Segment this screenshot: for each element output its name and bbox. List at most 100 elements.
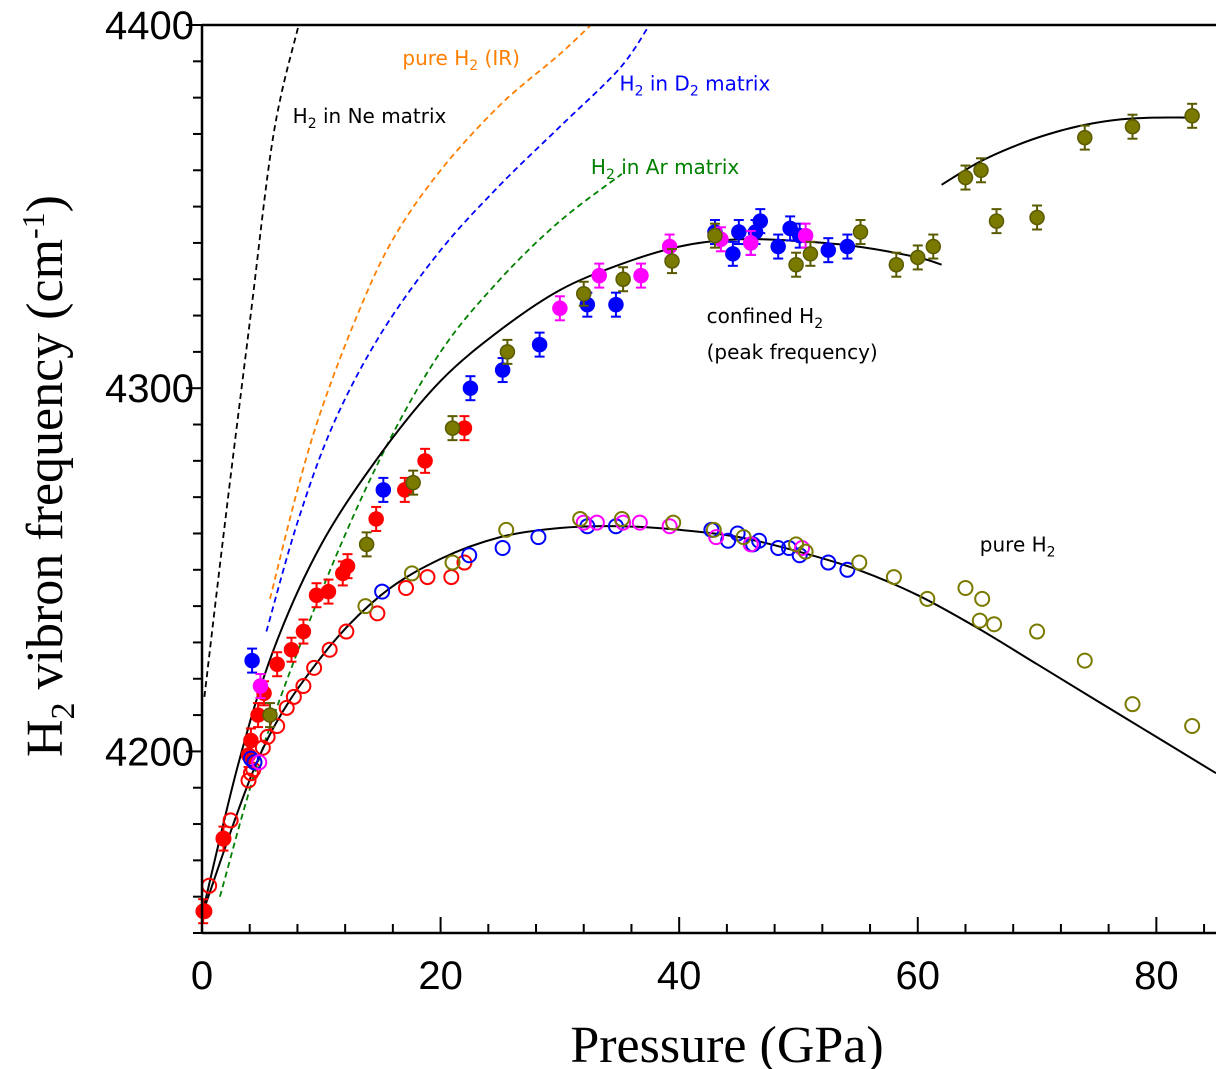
annotation-part: confined H: [707, 304, 815, 328]
annotation-part: 2: [469, 58, 478, 74]
series-olive-filled: [262, 102, 1200, 729]
data-point: [572, 510, 589, 527]
data-point: [403, 565, 420, 582]
reference-line: [269, 25, 592, 600]
data-point: [615, 271, 631, 287]
data-point: [494, 362, 511, 378]
data-point: [321, 641, 338, 658]
annotation-part: 2: [635, 83, 644, 99]
data-point: [957, 579, 974, 596]
data-point: [530, 529, 547, 546]
x-tick-label: 60: [896, 954, 941, 998]
data-point: [797, 543, 814, 560]
data-point: [973, 162, 989, 179]
data-point: [306, 659, 323, 676]
data-point: [661, 518, 678, 535]
data-point: [285, 688, 302, 705]
data-point: [246, 754, 263, 771]
data-point: [919, 590, 936, 607]
data-point: [462, 380, 479, 396]
series-blue-filled: [244, 208, 856, 674]
annotation-part: 2: [1047, 545, 1056, 561]
y-tick-label: 4400: [105, 4, 194, 48]
data-point: [770, 238, 786, 255]
annotation-part: 2: [308, 116, 317, 132]
data-point: [369, 605, 386, 622]
data-point: [888, 256, 905, 273]
data-point: [444, 420, 461, 436]
data-point: [851, 554, 868, 571]
data-point: [358, 536, 375, 553]
data-point: [839, 238, 856, 255]
data-point: [631, 514, 648, 531]
annotation-part: in D: [643, 71, 689, 95]
annotation-part: H: [620, 71, 635, 95]
reference-line: [219, 173, 623, 897]
data-point: [751, 532, 768, 549]
data-point: [788, 256, 804, 273]
data-point: [262, 707, 278, 723]
y-axis-title-base: H: [17, 719, 74, 757]
data-point: [664, 253, 680, 269]
data-point: [802, 246, 819, 262]
annotation-ne: H2 in Ne matrix: [293, 104, 447, 132]
data-point: [735, 529, 752, 546]
data-point: [910, 249, 926, 266]
annotation-part: pure H: [980, 533, 1047, 557]
data-point: [443, 569, 460, 586]
y-axis-title-rest: vibron frequency (cm: [17, 239, 74, 702]
annotation-ir: pure H2 (IR): [402, 46, 520, 74]
axes: 0 20 40 60 80 4200 4300 4400: [105, 4, 1216, 998]
x-tick-label: 40: [657, 954, 702, 998]
data-point: [665, 514, 682, 531]
data-point: [797, 227, 814, 244]
series-olive-open: [357, 510, 1201, 734]
data-point: [397, 579, 414, 596]
data-point: [957, 169, 974, 186]
data-point: [971, 612, 988, 629]
annotation-pure: pure H2: [980, 533, 1056, 561]
series-magenta-open: [251, 514, 811, 771]
data-point: [988, 213, 1005, 229]
annotation-part: 2: [606, 167, 615, 183]
y-axis-title-sup: -1: [15, 212, 51, 239]
data-point: [498, 521, 515, 538]
data-point: [707, 227, 723, 244]
y-axis-title-end: ): [17, 195, 74, 212]
x-tick-label: 0: [191, 954, 213, 998]
data-point: [357, 598, 374, 615]
annotation-part: matrix: [699, 71, 771, 95]
data-point: [1184, 717, 1201, 734]
svg-text:H2 vibron frequency (cm-1): H2 vibron frequency (cm-1): [15, 195, 82, 757]
data-point: [1124, 118, 1141, 135]
data-point: [244, 652, 260, 669]
data-point: [278, 699, 295, 716]
data-point: [852, 224, 869, 240]
data-point: [770, 540, 787, 557]
data-point: [295, 678, 312, 695]
data-point: [417, 453, 433, 469]
data-point: [591, 267, 607, 284]
annotation-part: (IR): [478, 46, 520, 70]
data-point: [1184, 108, 1200, 124]
annotation-d2: H2 in D2 matrix: [620, 71, 771, 99]
data-point: [259, 728, 276, 745]
data-point: [633, 267, 649, 284]
data-point: [375, 482, 392, 498]
data-point: [839, 561, 856, 578]
fit-line: [202, 238, 942, 916]
data-point: [925, 238, 942, 255]
reference-line: [203, 25, 300, 698]
annotation-conf1: confined H2: [707, 304, 824, 332]
data-point: [1029, 209, 1045, 226]
series-red-open: [196, 554, 473, 920]
x-tick-label: 20: [418, 954, 463, 998]
data-point: [295, 623, 312, 640]
data-point: [1029, 623, 1046, 640]
data-point: [368, 511, 384, 527]
data-point: [251, 754, 268, 771]
reference-line: [265, 25, 651, 632]
data-point: [552, 300, 568, 317]
